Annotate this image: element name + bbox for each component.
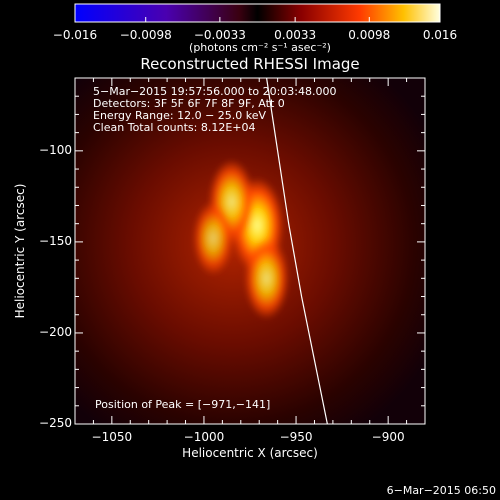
y-tick-label: −200 xyxy=(39,324,72,339)
footer-date: 6−Mar−2015 06:50 xyxy=(386,484,496,497)
y-axis-label: Heliocentric Y (arcsec) xyxy=(13,183,27,319)
x-axis-label: Heliocentric X (arcsec) xyxy=(182,446,318,460)
plot-frame xyxy=(74,77,426,425)
annotation-block: 5−Mar−2015 19:57:56.000 to 20:03:48.000 … xyxy=(93,86,337,134)
colorbar-gradient xyxy=(74,3,441,23)
emission-source xyxy=(193,201,234,276)
colorbar-tick-label: 0.0033 xyxy=(274,28,317,42)
annotation-energy: Energy Range: 12.0 − 25.0 keV xyxy=(93,109,267,122)
annotation-detectors: Detectors: 3F 5F 6F 7F 8F 9F, Att 0 xyxy=(93,97,285,110)
y-tick-label: −250 xyxy=(39,416,72,430)
peak-position-label: Position of Peak = [−971,−141] xyxy=(95,398,271,411)
solar-limb-curve xyxy=(265,78,328,424)
colorbar-tick-label: 0.0098 xyxy=(348,28,391,42)
chart-title: Reconstructed RHESSI Image xyxy=(140,55,360,73)
colorbar-tick-label: −0.0098 xyxy=(119,28,172,42)
emission-source xyxy=(244,237,289,320)
colorbar xyxy=(74,3,441,23)
annotation-counts: Clean Total counts: 8.12E+04 xyxy=(93,121,256,134)
colorbar-tick-label: −0.016 xyxy=(52,28,98,42)
colorbar-tick-label: 0.016 xyxy=(422,28,458,42)
x-tick-label: −1050 xyxy=(91,430,133,444)
colorbar-unit-label: (photons cm⁻² s⁻¹ asec⁻²) xyxy=(189,41,331,54)
x-tick-label: −950 xyxy=(279,430,313,444)
y-tick-label: −100 xyxy=(39,142,72,157)
annotation-time: 5−Mar−2015 19:57:56.000 to 20:03:48.000 xyxy=(93,85,337,98)
x-tick-label: −900 xyxy=(371,430,405,444)
x-tick-label: −1000 xyxy=(183,430,225,444)
colorbar-tick-label: −0.0033 xyxy=(193,28,246,42)
y-tick-label: −150 xyxy=(39,233,72,248)
